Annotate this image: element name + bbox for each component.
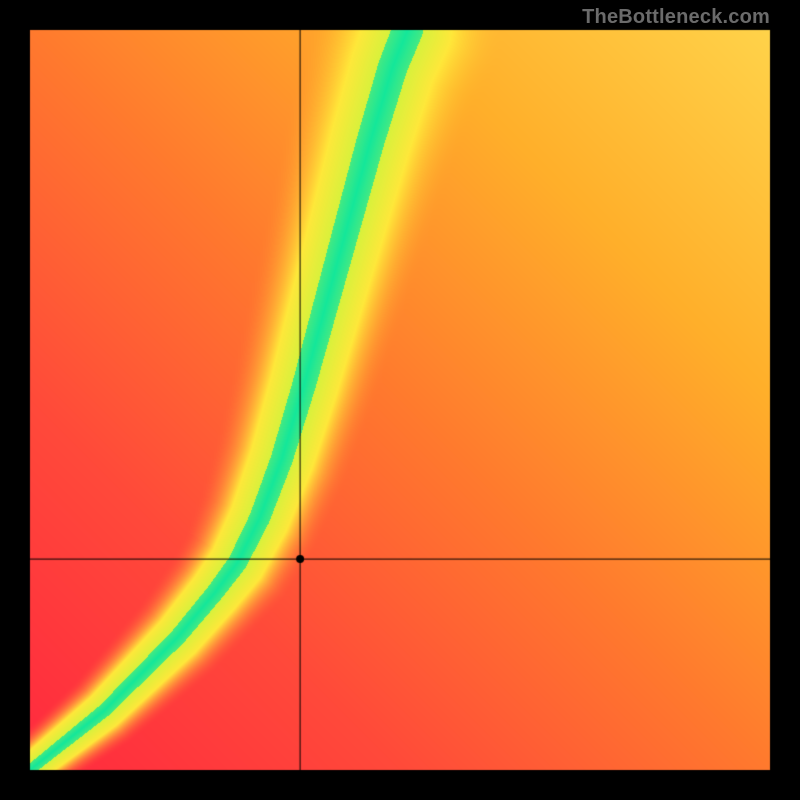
watermark-label: TheBottleneck.com — [582, 6, 770, 29]
bottleneck-heatmap — [0, 0, 800, 800]
chart-container: TheBottleneck.com — [0, 0, 800, 800]
